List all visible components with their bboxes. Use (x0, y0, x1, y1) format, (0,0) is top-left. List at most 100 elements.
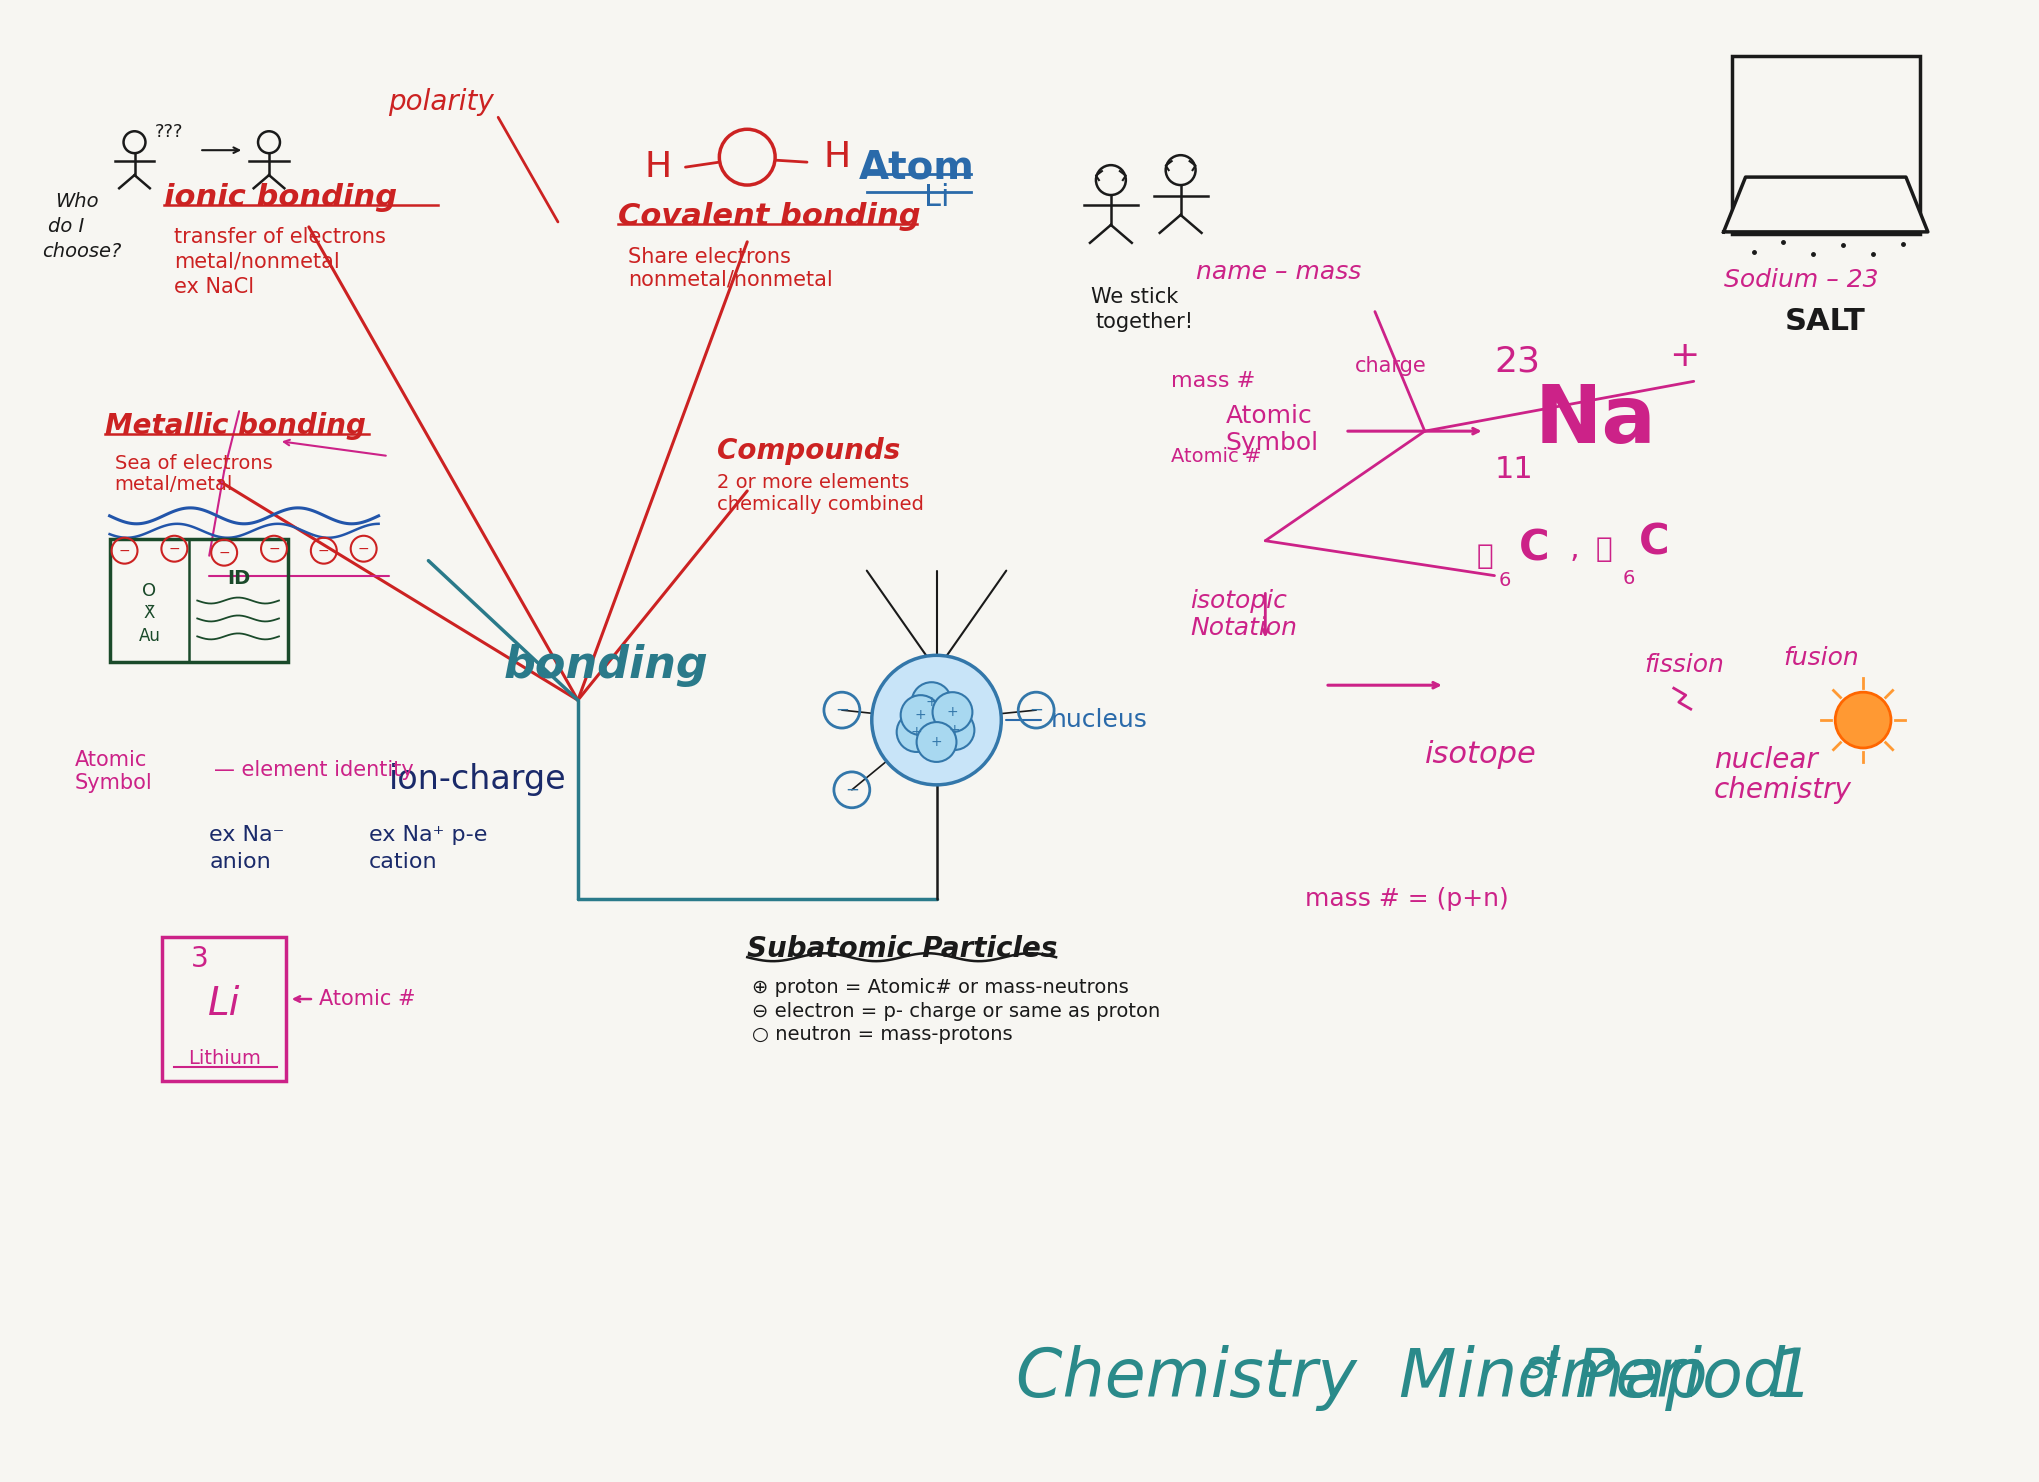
Text: Atomic #: Atomic # (318, 988, 416, 1009)
Text: Symbol: Symbol (75, 772, 153, 793)
Text: nonmetal/nonmetal: nonmetal/nonmetal (628, 270, 832, 289)
Text: do I: do I (47, 218, 84, 237)
Text: Li: Li (924, 182, 950, 212)
Text: metal/nonmetal: metal/nonmetal (175, 252, 341, 271)
Text: Who: Who (55, 193, 98, 212)
Text: C: C (1519, 528, 1550, 569)
Text: +: + (926, 695, 938, 710)
Text: Subatomic Particles: Subatomic Particles (746, 935, 1058, 963)
Text: st: st (1525, 1349, 1560, 1387)
Text: −: − (1030, 701, 1044, 719)
Text: +: + (946, 705, 958, 719)
Polygon shape (1723, 176, 1927, 231)
Circle shape (918, 722, 956, 762)
Text: Lithium: Lithium (188, 1049, 261, 1069)
Text: −: − (269, 542, 279, 556)
Circle shape (934, 710, 975, 750)
Circle shape (1835, 692, 1890, 748)
Text: chemically combined: chemically combined (718, 495, 924, 514)
Text: together!: together! (1095, 311, 1195, 332)
Text: Atom: Atom (858, 148, 975, 187)
Text: −: − (118, 544, 130, 557)
Text: Au: Au (139, 627, 161, 645)
Text: isotopic: isotopic (1191, 588, 1287, 612)
Text: +: + (948, 723, 960, 737)
Text: 11: 11 (1495, 455, 1533, 483)
Text: ionic bonding: ionic bonding (165, 182, 398, 212)
Text: −: − (834, 701, 848, 719)
Text: −: − (218, 545, 230, 560)
Text: X̄: X̄ (145, 605, 155, 622)
Text: ⑫: ⑫ (1476, 542, 1493, 569)
Text: chemistry: chemistry (1713, 775, 1851, 803)
Text: Share electrons: Share electrons (628, 247, 791, 267)
Text: mass # = (p+n): mass # = (p+n) (1305, 888, 1509, 911)
Text: +: + (1668, 339, 1698, 373)
Text: anion: anion (210, 852, 271, 871)
Text: ⑬: ⑬ (1597, 535, 1613, 563)
Text: fusion: fusion (1784, 646, 1860, 670)
Text: ex NaCl: ex NaCl (175, 277, 255, 296)
Text: ion-charge: ion-charge (389, 763, 567, 796)
Text: mass #: mass # (1170, 372, 1256, 391)
Text: ID: ID (228, 569, 251, 588)
Text: +: + (916, 708, 926, 722)
Text: Atomic: Atomic (75, 750, 147, 771)
Text: We stick: We stick (1091, 286, 1179, 307)
Circle shape (901, 695, 940, 735)
Text: ,: , (1570, 534, 1578, 563)
Text: choose?: choose? (43, 243, 120, 261)
Text: charge: charge (1356, 356, 1427, 376)
Text: transfer of electrons: transfer of electrons (175, 227, 385, 247)
Text: −: − (844, 781, 858, 799)
Text: Period: Period (1554, 1344, 1786, 1411)
Text: O: O (143, 581, 157, 600)
Text: −: − (357, 542, 369, 556)
Text: −: − (169, 542, 179, 556)
Text: ○ neutron = mass-protons: ○ neutron = mass-protons (752, 1026, 1013, 1045)
Text: — element identity: — element identity (214, 760, 414, 780)
Text: polarity: polarity (389, 89, 493, 117)
Text: Covalent bonding: Covalent bonding (618, 203, 920, 231)
Circle shape (897, 713, 936, 751)
Text: Atomic #: Atomic # (1170, 446, 1260, 465)
Text: ⊕ proton = Atomic# or mass-neutrons: ⊕ proton = Atomic# or mass-neutrons (752, 978, 1130, 996)
Text: cation: cation (369, 852, 436, 871)
Text: ???: ??? (155, 123, 184, 141)
Text: metal/metal: metal/metal (114, 476, 232, 495)
Text: Notation: Notation (1191, 617, 1297, 640)
Text: Atomic: Atomic (1225, 405, 1313, 428)
Text: bonding: bonding (504, 643, 708, 686)
Text: C: C (1639, 522, 1670, 563)
Text: ex Na⁺ p-e: ex Na⁺ p-e (369, 824, 487, 845)
Text: ⊖ electron = p- charge or same as proton: ⊖ electron = p- charge or same as proton (752, 1002, 1160, 1021)
Text: Li: Li (208, 986, 241, 1023)
Text: 6: 6 (1499, 571, 1511, 590)
Text: −: − (318, 544, 330, 557)
Text: nucleus: nucleus (1052, 708, 1148, 732)
Text: Chemistry  Mindmap   1: Chemistry Mindmap 1 (1015, 1344, 1813, 1411)
Circle shape (911, 682, 952, 722)
Text: nuclear: nuclear (1713, 745, 1817, 774)
Text: Compounds: Compounds (718, 437, 901, 465)
Text: H: H (824, 141, 850, 175)
Circle shape (932, 692, 973, 732)
Text: Sea of electrons: Sea of electrons (114, 453, 273, 473)
Text: Symbol: Symbol (1225, 431, 1319, 455)
Text: Sodium – 23: Sodium – 23 (1723, 268, 1878, 292)
Text: ex Na⁻: ex Na⁻ (210, 824, 285, 845)
Text: +: + (930, 735, 942, 748)
Text: 2 or more elements: 2 or more elements (718, 473, 909, 492)
Text: fission: fission (1643, 654, 1723, 677)
Text: isotope: isotope (1425, 741, 1537, 769)
Text: 3: 3 (190, 946, 208, 974)
Text: SALT: SALT (1784, 307, 1866, 336)
Text: Na: Na (1533, 382, 1656, 461)
Text: +: + (911, 725, 922, 740)
Circle shape (873, 655, 1001, 785)
Text: 23: 23 (1495, 344, 1541, 378)
Text: name – mass: name – mass (1195, 259, 1360, 283)
Text: 6: 6 (1623, 569, 1635, 588)
Text: Metallic bonding: Metallic bonding (104, 412, 365, 440)
Text: H: H (644, 150, 671, 184)
